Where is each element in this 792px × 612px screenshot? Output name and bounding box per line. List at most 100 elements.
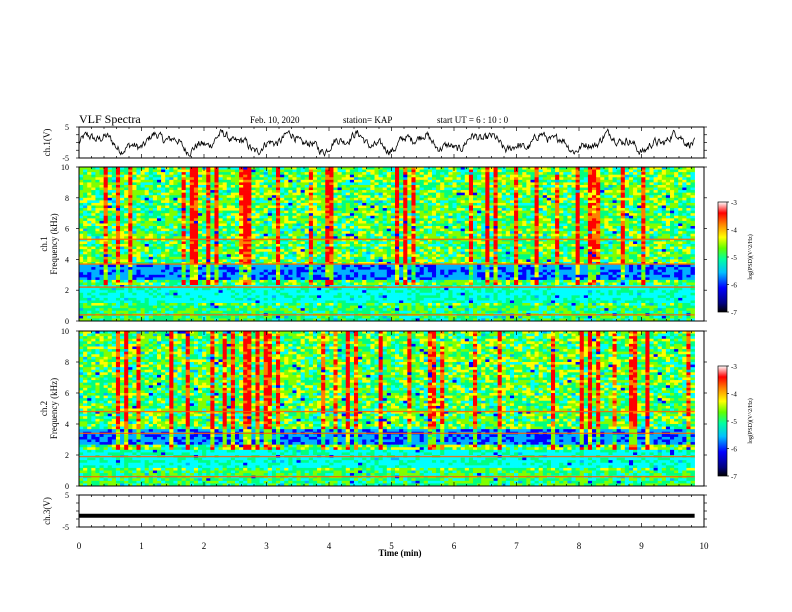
spectrogram-cell [431, 238, 437, 242]
spectrogram-cell [152, 184, 158, 188]
spectrogram-cell [653, 246, 658, 250]
spectrogram-cell [374, 208, 379, 211]
spectrogram-cell [399, 182, 404, 186]
spectrogram-cell [288, 238, 293, 242]
spectrogram-cell [407, 241, 412, 245]
spectrogram-cell [234, 190, 240, 193]
spectrogram-cell [600, 226, 605, 229]
spectrogram-cell [103, 246, 109, 250]
spectrogram-cell [156, 197, 162, 201]
spectrogram-cell [596, 231, 601, 235]
spectrogram-cell [132, 238, 137, 242]
spectrogram-cell [436, 172, 441, 175]
spectrogram-cell [477, 215, 482, 219]
spectrogram-cell [407, 218, 412, 222]
spectrogram-cell [436, 177, 441, 181]
spectrogram-cell [563, 223, 568, 227]
spectrogram-cell [296, 184, 301, 188]
spectrogram-cell [140, 197, 145, 201]
spectrogram-cell [152, 167, 158, 170]
spectrogram-cell [665, 169, 671, 173]
spectrogram-cell [210, 226, 215, 229]
spectrogram-cell [399, 210, 404, 214]
spectrogram-cell [247, 241, 252, 245]
spectrogram-cell [624, 208, 630, 211]
spectrogram-cell [115, 249, 121, 252]
spectrogram-cell [189, 215, 195, 219]
spectrogram-cell [366, 215, 371, 219]
spectrogram-cell [477, 220, 482, 224]
spectrogram-cell [128, 192, 133, 196]
spectrogram-cell [325, 233, 330, 237]
spectrogram-cell [161, 241, 166, 245]
spectrogram-cell [674, 238, 679, 242]
spectrogram-cell [456, 200, 461, 204]
spectrogram-cell [419, 169, 425, 173]
spectrogram-cell [107, 233, 113, 237]
spectrogram-cell [251, 202, 256, 206]
spectrogram-cell [152, 169, 158, 173]
spectrogram-cell [239, 246, 244, 250]
spectrogram-cell [325, 184, 330, 188]
spectrogram-cell [431, 174, 437, 178]
spectrogram-cell [407, 202, 412, 206]
spectrogram-cell [234, 231, 240, 235]
spectrogram-cell [358, 174, 363, 178]
spectrogram-cell [99, 190, 104, 193]
spectrogram-cell [604, 172, 609, 175]
spectrogram-cell [103, 244, 109, 247]
spectrogram-cell [267, 241, 273, 245]
spectrogram-cell [308, 226, 314, 229]
spectrogram-cell [366, 192, 371, 196]
spectrogram-cell [115, 213, 121, 217]
spectrogram-cell [633, 244, 638, 247]
spectrogram-cell [103, 177, 109, 181]
spectrogram-cell [193, 238, 199, 242]
spectrogram-cell [657, 244, 663, 247]
spectrogram-cell [559, 197, 564, 201]
spectrogram-cell [374, 200, 379, 204]
spectrogram-cell [485, 190, 490, 193]
spectrogram-cell [214, 218, 219, 222]
spectrogram-cell [657, 184, 663, 188]
spectrogram-cell [477, 238, 482, 242]
spectrogram-cell [251, 190, 256, 193]
spectrogram-cell [152, 215, 158, 219]
spectrogram-cell [587, 218, 593, 222]
spectrogram-cell [468, 169, 474, 173]
spectrogram-cell [132, 223, 137, 227]
spectrogram-cell [132, 177, 137, 181]
spectrogram-cell [575, 231, 580, 235]
spectrogram-cell [452, 172, 457, 175]
spectrogram-cell [161, 208, 166, 211]
spectrogram-cell [431, 233, 437, 237]
spectrogram-cell [247, 172, 252, 175]
spectrogram-cell [649, 169, 654, 173]
spectrogram-cell [555, 182, 560, 186]
spectrogram-cell [218, 215, 223, 219]
spectrogram-cell [501, 244, 507, 247]
spectrogram-cell [686, 179, 691, 183]
spectrogram-cell [362, 210, 367, 214]
spectrogram-cell [670, 184, 675, 188]
spectrogram-cell [353, 184, 359, 188]
spectrogram-cell [624, 228, 630, 232]
spectrogram-cell [296, 169, 301, 173]
spectrogram-cell [407, 223, 412, 227]
spectrogram-cell [173, 218, 178, 222]
spectrogram-cell [661, 197, 667, 201]
spectrogram-cell [563, 184, 568, 188]
spectrogram-cell [592, 215, 597, 219]
spectrogram-cell [230, 200, 236, 204]
spectrogram-cell [341, 200, 347, 204]
spectrogram-cell [312, 172, 318, 175]
spectrogram-cell [87, 218, 92, 222]
spectrogram-cell [468, 174, 474, 178]
spectrogram-cell [485, 208, 490, 211]
spectrogram-cell [202, 238, 207, 242]
spectrogram-cell [243, 236, 248, 240]
spectrogram-cell [419, 167, 425, 170]
spectrogram-cell [103, 210, 109, 214]
spectrogram-cell [678, 223, 683, 227]
spectrogram-cell [99, 213, 104, 217]
